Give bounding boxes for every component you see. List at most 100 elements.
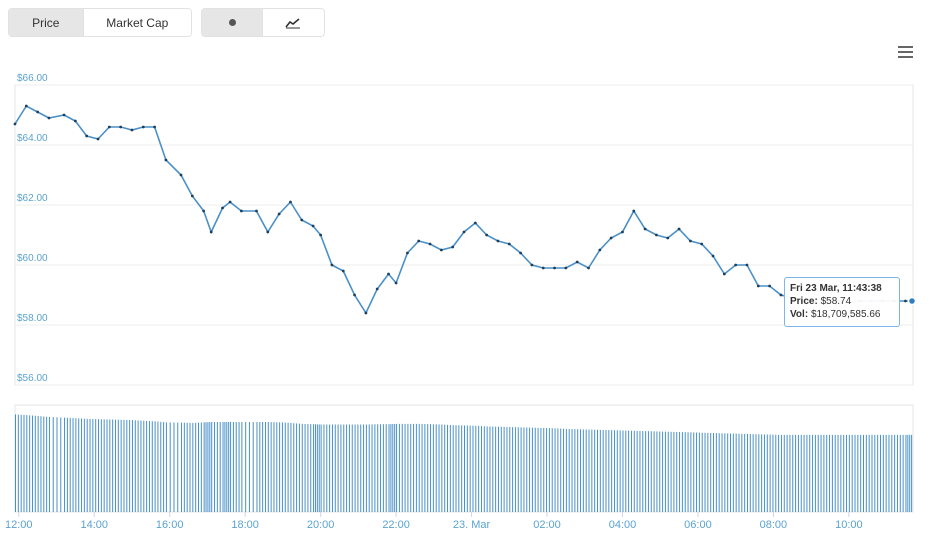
volume-bar xyxy=(472,425,474,512)
menu-icon[interactable] xyxy=(898,46,913,58)
volume-bar xyxy=(148,421,150,512)
volume-bar xyxy=(267,421,269,512)
volume-bar xyxy=(37,416,39,512)
market-cap-button[interactable]: Market Cap xyxy=(82,9,191,36)
volume-bar xyxy=(140,420,142,512)
volume-bar xyxy=(803,434,805,512)
price-point xyxy=(13,122,17,126)
volume-bar xyxy=(441,424,443,512)
volume-bar xyxy=(902,434,904,512)
volume-bar xyxy=(316,424,318,512)
volume-bar xyxy=(69,417,71,512)
volume-bar xyxy=(192,422,194,512)
volume-bar xyxy=(591,429,593,512)
price-point xyxy=(451,245,455,249)
volume-bar xyxy=(537,427,539,512)
volume-bar xyxy=(667,431,669,512)
volume-bar xyxy=(52,417,54,512)
volume-bar xyxy=(296,423,298,512)
volume-bar xyxy=(809,434,811,512)
volume-bar xyxy=(622,430,624,512)
price-button[interactable]: Price xyxy=(9,9,83,36)
volume-bar xyxy=(639,430,641,512)
volume-bar xyxy=(868,434,870,512)
volume-bar xyxy=(746,433,748,512)
volume-bar xyxy=(642,431,644,512)
volume-bar xyxy=(20,414,22,512)
volume-bar xyxy=(235,421,237,512)
volume-bar xyxy=(800,434,802,512)
volume-bar xyxy=(29,415,31,512)
volume-bar xyxy=(659,431,661,512)
volume-bar xyxy=(814,434,816,512)
volume-bar xyxy=(123,419,125,512)
volume-bar xyxy=(230,421,232,512)
volume-bar xyxy=(523,427,525,512)
volume-bar xyxy=(195,422,197,512)
volume-bar xyxy=(310,424,312,512)
price-point xyxy=(387,272,390,276)
price-point xyxy=(62,113,66,117)
dot-style-button[interactable] xyxy=(202,9,262,36)
price-point xyxy=(462,230,466,234)
volume-bar xyxy=(534,427,536,512)
volume-bar xyxy=(503,426,505,512)
volume-bar xyxy=(727,433,729,512)
volume-bar xyxy=(744,433,746,512)
volume-bar xyxy=(169,422,171,512)
volume-bar xyxy=(222,421,224,512)
hover-marker xyxy=(907,296,917,306)
volume-bar xyxy=(458,425,460,512)
volume-bar xyxy=(509,427,511,512)
price-point xyxy=(130,128,134,132)
price-point xyxy=(507,242,511,246)
volume-bar xyxy=(475,425,477,512)
volume-bar xyxy=(256,421,258,512)
price-point xyxy=(587,266,590,270)
volume-bar xyxy=(696,432,698,512)
volume-bar xyxy=(114,419,116,512)
line-style-button[interactable] xyxy=(262,9,323,36)
price-point xyxy=(85,134,89,138)
volume-bar xyxy=(365,424,367,512)
volume-bar xyxy=(15,414,16,512)
volume-bar xyxy=(749,434,751,512)
price-point xyxy=(632,209,636,213)
volume-bar xyxy=(357,424,359,512)
volume-bar xyxy=(326,424,328,512)
tooltip-vol-value: $18,709,585.66 xyxy=(810,309,881,320)
volume-bar xyxy=(26,415,28,512)
volume-bar xyxy=(404,423,406,512)
volume-bar xyxy=(707,432,709,512)
volume-bar xyxy=(704,432,706,512)
price-point xyxy=(677,227,681,231)
volume-bar xyxy=(313,424,315,512)
price-point xyxy=(164,158,168,162)
volume-bar xyxy=(851,434,853,512)
volume-bar xyxy=(279,422,281,512)
volume-bar xyxy=(432,424,434,512)
volume-bar xyxy=(605,430,607,512)
volume-bar xyxy=(778,434,780,512)
price-point xyxy=(541,266,545,270)
volume-bar xyxy=(585,429,587,512)
tooltip-price-value: $58.74 xyxy=(820,296,852,307)
volume-bar xyxy=(860,434,862,512)
volume-bar xyxy=(66,417,68,512)
volume-bar xyxy=(894,434,896,512)
price-point xyxy=(221,206,224,210)
volume-bar xyxy=(348,424,350,512)
volume-bar xyxy=(173,422,175,512)
volume-bar xyxy=(662,431,664,512)
volume-bar xyxy=(106,419,108,512)
volume-bar xyxy=(826,434,828,512)
volume-bar xyxy=(46,416,48,512)
price-point xyxy=(722,272,726,276)
volume-bar xyxy=(899,434,901,512)
volume-bar xyxy=(438,424,440,512)
volume-bar xyxy=(565,428,567,512)
volume-bar xyxy=(540,427,542,512)
volume-bar xyxy=(165,422,167,512)
volume-bar xyxy=(769,434,771,512)
